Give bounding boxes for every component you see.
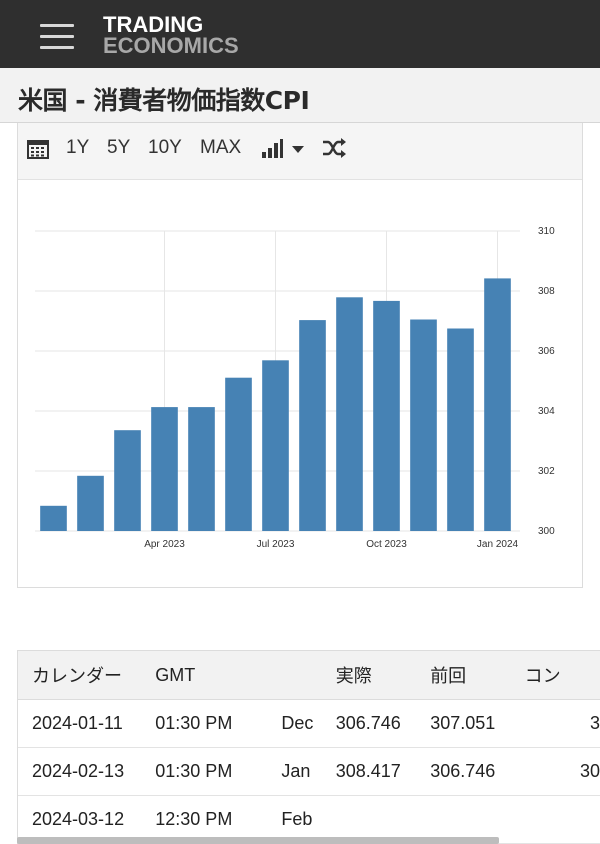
row-reference: Feb (281, 795, 336, 844)
x-tick-label: Oct 2023 (366, 539, 407, 550)
bar-2023-05 (188, 407, 215, 531)
bar-2023-02 (77, 475, 104, 531)
row-date: 2024-03-12 (18, 795, 156, 844)
row-previous: 306.746 (430, 747, 525, 796)
y-tick-label: 308 (538, 286, 555, 297)
caret-down-icon[interactable] (292, 146, 304, 154)
calendar-icon[interactable] (27, 139, 49, 159)
bar-2023-06 (225, 377, 252, 531)
row-actual: 308.417 (335, 747, 431, 796)
bar-2024-01 (484, 278, 511, 531)
bar-2023-12 (447, 328, 474, 531)
chart-panel: 1Y 5Y 10Y MAX 300 302 304 306 308 310 Apr 2023… (17, 123, 583, 588)
row-consensus: 30 (524, 747, 600, 796)
y-tick-label: 306 (538, 346, 555, 357)
row-previous (430, 795, 525, 844)
row-reference: Dec (281, 699, 336, 748)
header-gmt[interactable]: GMT (155, 650, 282, 700)
table-header-row: カレンダー GMT 実際 前回 コン (18, 650, 600, 700)
range-max-button[interactable]: MAX (200, 137, 242, 158)
page-title: 米国 - 消費者物価指数CPI (18, 86, 310, 115)
y-tick-label: 310 (538, 226, 555, 237)
logo-line-1: TRADING (103, 12, 204, 37)
x-tick-label: Jan 2024 (477, 539, 519, 550)
row-actual: 306.746 (335, 699, 431, 748)
x-tick-label: Jul 2023 (257, 539, 295, 550)
cpi-bar-chart: 300 302 304 306 308 310 Apr 2023 Jul 2023 Oct 20… (35, 226, 555, 550)
calendar-table: カレンダー GMT 実際 前回 コン 2024-01-11 01:30 PM D… (18, 650, 600, 844)
row-date: 2024-01-11 (18, 699, 156, 748)
top-bar: TRADING ECONOMICS (0, 0, 600, 68)
shuffle-icon[interactable] (322, 137, 346, 159)
bar-2023-09 (336, 297, 363, 531)
table-row: 2024-01-11 01:30 PM Dec 306.746 307.051 … (18, 699, 600, 748)
table-row: 2024-03-12 12:30 PM Feb (18, 795, 600, 844)
range-1y-button[interactable]: 1Y (66, 137, 90, 158)
bar-2023-10 (373, 300, 400, 531)
row-reference: Jan (281, 747, 336, 796)
header-previous[interactable]: 前回 (430, 650, 525, 700)
bar-2023-04 (151, 407, 178, 531)
header-reference (281, 650, 336, 700)
bar-chart-icon[interactable] (261, 139, 283, 159)
title-bar: 米国 - 消費者物価指数CPI (0, 68, 600, 123)
chart-toolbar: 1Y 5Y 10Y MAX (18, 123, 582, 180)
y-tick-label: 302 (538, 466, 555, 477)
bar-2023-01 (40, 505, 67, 531)
range-10y-button[interactable]: 10Y (148, 137, 182, 158)
header-calendar[interactable]: カレンダー (18, 650, 156, 700)
bar-2023-11 (410, 319, 437, 531)
row-previous: 307.051 (430, 699, 525, 748)
row-date: 2024-02-13 (18, 747, 156, 796)
x-tick-label: Apr 2023 (144, 539, 185, 550)
bar-2023-07 (262, 360, 289, 531)
row-time: 01:30 PM (155, 699, 282, 748)
horizontal-scrollbar[interactable] (17, 837, 499, 844)
table-row: 2024-02-13 01:30 PM Jan 308.417 306.746 … (18, 747, 600, 796)
y-tick-label: 304 (538, 406, 555, 417)
header-actual[interactable]: 実際 (335, 650, 431, 700)
row-consensus (524, 795, 600, 844)
row-time: 01:30 PM (155, 747, 282, 796)
logo-line-2: ECONOMICS (103, 33, 239, 58)
y-tick-label: 300 (538, 526, 555, 537)
bar-2023-03 (114, 430, 141, 531)
header-consensus[interactable]: コン (524, 650, 600, 700)
calendar-table-container[interactable]: カレンダー GMT 実際 前回 コン 2024-01-11 01:30 PM D… (17, 650, 600, 844)
row-consensus: 3 (524, 699, 600, 748)
hamburger-icon[interactable] (40, 22, 76, 50)
trading-economics-logo[interactable]: TRADING ECONOMICS (103, 12, 239, 58)
range-5y-button[interactable]: 5Y (107, 137, 131, 158)
bar-2023-08 (299, 320, 326, 531)
